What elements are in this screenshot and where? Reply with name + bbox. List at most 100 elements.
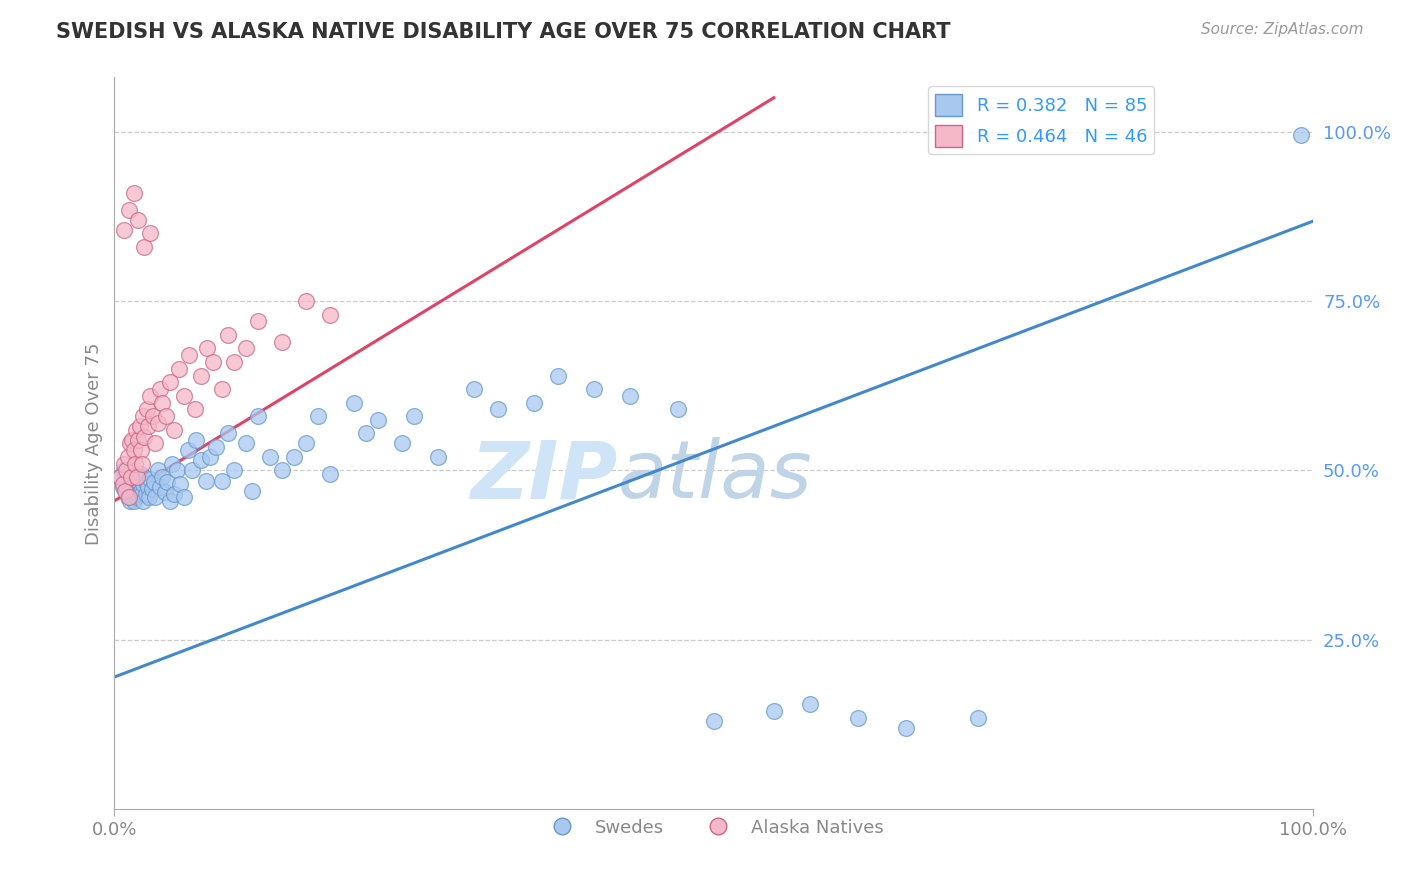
- Point: [117, 491, 139, 505]
- Point: [523, 395, 546, 409]
- Point: [129, 443, 152, 458]
- Point: [112, 223, 135, 237]
- Point: [143, 436, 166, 450]
- Point: [163, 423, 186, 437]
- Point: [135, 477, 157, 491]
- Point: [217, 327, 239, 342]
- Point: [149, 382, 172, 396]
- Point: [224, 355, 246, 369]
- Point: [547, 368, 569, 383]
- Point: [169, 477, 191, 491]
- Point: [155, 409, 177, 424]
- Point: [134, 429, 156, 443]
- Point: [143, 475, 166, 489]
- Point: [118, 202, 141, 217]
- Point: [283, 450, 305, 464]
- Point: [703, 714, 725, 728]
- Text: Source: ZipAtlas.com: Source: ZipAtlas.com: [1201, 22, 1364, 37]
- Point: [122, 186, 145, 200]
- Point: [217, 426, 239, 441]
- Point: [205, 440, 228, 454]
- Point: [173, 491, 195, 505]
- Point: [131, 487, 153, 501]
- Point: [127, 480, 149, 494]
- Point: [463, 382, 485, 396]
- Point: [167, 361, 190, 376]
- Point: [190, 453, 212, 467]
- Point: [125, 474, 148, 488]
- Point: [129, 467, 152, 481]
- Point: [894, 721, 917, 735]
- Point: [122, 443, 145, 458]
- Point: [150, 395, 173, 409]
- Point: [118, 467, 141, 481]
- Point: [259, 450, 281, 464]
- Point: [131, 457, 153, 471]
- Point: [136, 419, 159, 434]
- Point: [211, 474, 233, 488]
- Point: [127, 487, 149, 501]
- Point: [127, 433, 149, 447]
- Point: [127, 212, 149, 227]
- Point: [139, 389, 162, 403]
- Point: [235, 436, 257, 450]
- Point: [122, 494, 145, 508]
- Point: [319, 467, 342, 481]
- Point: [122, 470, 145, 484]
- Point: [115, 483, 138, 498]
- Point: [367, 412, 389, 426]
- Point: [127, 470, 149, 484]
- Point: [117, 450, 139, 464]
- Point: [295, 293, 318, 308]
- Point: [153, 485, 176, 500]
- Point: [142, 409, 165, 424]
- Point: [134, 240, 156, 254]
- Point: [582, 382, 605, 396]
- Point: [127, 470, 149, 484]
- Point: [125, 423, 148, 437]
- Point: [139, 471, 162, 485]
- Point: [176, 443, 198, 458]
- Point: [295, 436, 318, 450]
- Point: [135, 487, 157, 501]
- Point: [118, 491, 141, 505]
- Point: [111, 477, 134, 491]
- Point: [134, 470, 156, 484]
- Point: [166, 463, 188, 477]
- Point: [121, 487, 143, 501]
- Point: [124, 483, 146, 498]
- Point: [129, 483, 152, 498]
- Point: [201, 355, 224, 369]
- Point: [112, 457, 135, 471]
- Point: [211, 382, 233, 396]
- Point: [139, 227, 162, 241]
- Point: [118, 477, 141, 491]
- Point: [120, 463, 142, 477]
- Legend: Swedes, Alaska Natives: Swedes, Alaska Natives: [537, 812, 890, 844]
- Point: [240, 483, 263, 498]
- Point: [121, 433, 143, 447]
- Point: [135, 402, 157, 417]
- Y-axis label: Disability Age Over 75: Disability Age Over 75: [86, 342, 103, 544]
- Point: [354, 426, 377, 441]
- Point: [343, 395, 366, 409]
- Point: [195, 342, 218, 356]
- Point: [111, 480, 134, 494]
- Point: [190, 368, 212, 383]
- Point: [120, 470, 142, 484]
- Point: [159, 494, 181, 508]
- Point: [177, 348, 200, 362]
- Point: [184, 433, 207, 447]
- Point: [762, 704, 785, 718]
- Point: [427, 450, 450, 464]
- Point: [156, 475, 179, 489]
- Point: [181, 463, 204, 477]
- Point: [110, 470, 132, 484]
- Point: [150, 470, 173, 484]
- Point: [132, 494, 155, 508]
- Point: [114, 483, 136, 498]
- Point: [247, 314, 270, 328]
- Text: ZIP: ZIP: [471, 437, 617, 516]
- Point: [846, 711, 869, 725]
- Point: [128, 419, 150, 434]
